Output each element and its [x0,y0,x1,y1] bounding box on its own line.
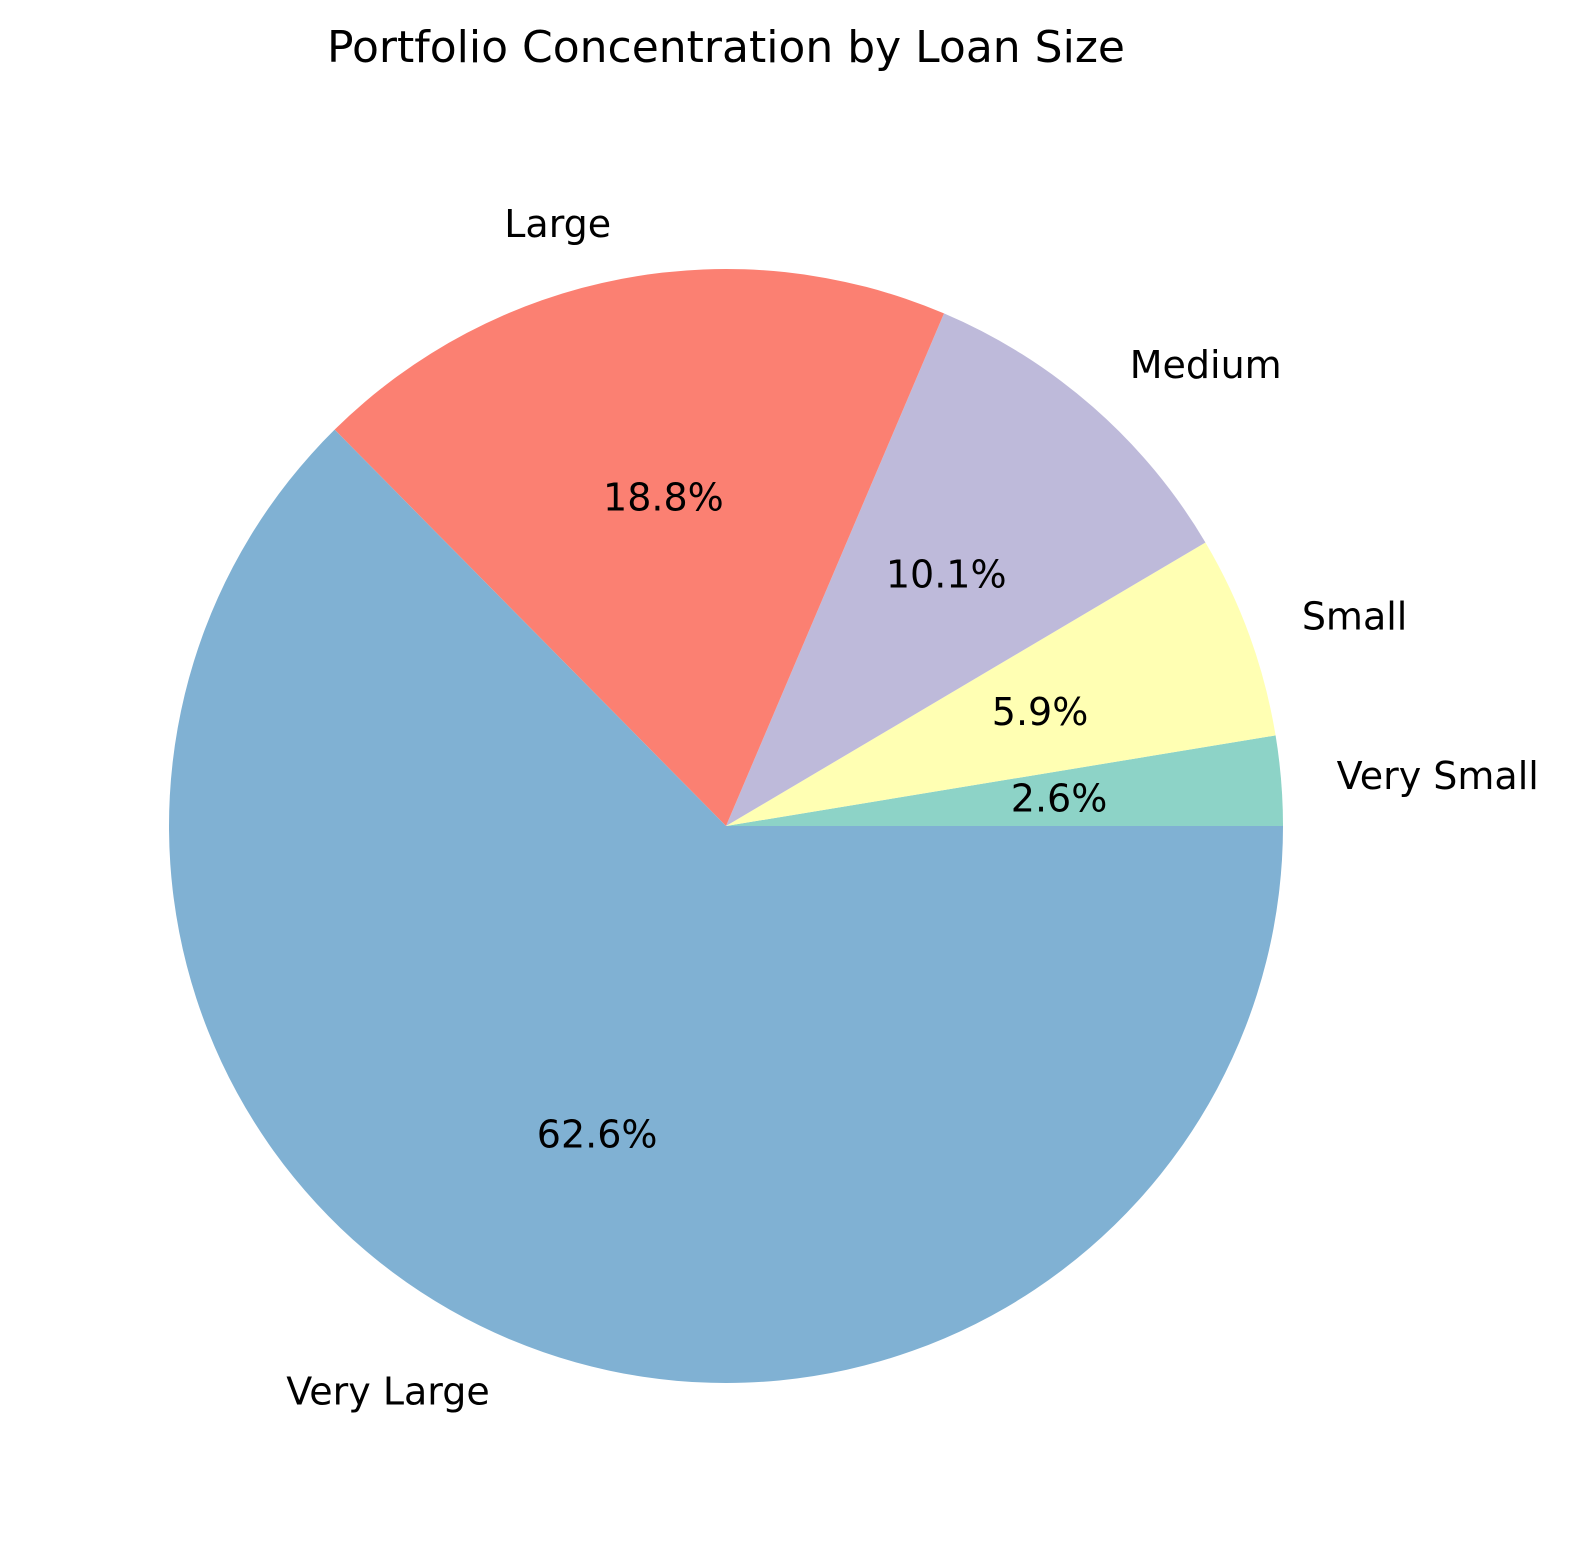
pie-slice-large [334,268,944,826]
percent-label-very-small: 2.6% [1011,777,1108,821]
pie-slices [169,268,1284,1383]
slice-label-large: Large [504,202,611,246]
pie-slice-medium [726,313,1206,826]
slice-label-very-small: Very Small [1337,754,1539,798]
pie-slice-small [726,542,1276,826]
slice-label-very-large: Very Large [286,1369,490,1413]
percent-label-medium: 10.1% [886,553,1007,597]
percent-label-very-large: 62.6% [537,1112,658,1156]
pie-labels: Very Small 2.6% Small 5.9% Medium 10.1% Large 1… [286,202,1539,1413]
pie-slice-very-large [169,429,1284,1383]
pie-slice-very-small [726,735,1283,826]
slice-label-small: Small [1302,595,1408,639]
percent-label-large: 18.8% [603,476,724,520]
percent-label-small: 5.9% [992,690,1089,734]
slice-label-medium: Medium [1130,343,1282,387]
chart-title: Portfolio Concentration by Loan Size [326,22,1125,73]
